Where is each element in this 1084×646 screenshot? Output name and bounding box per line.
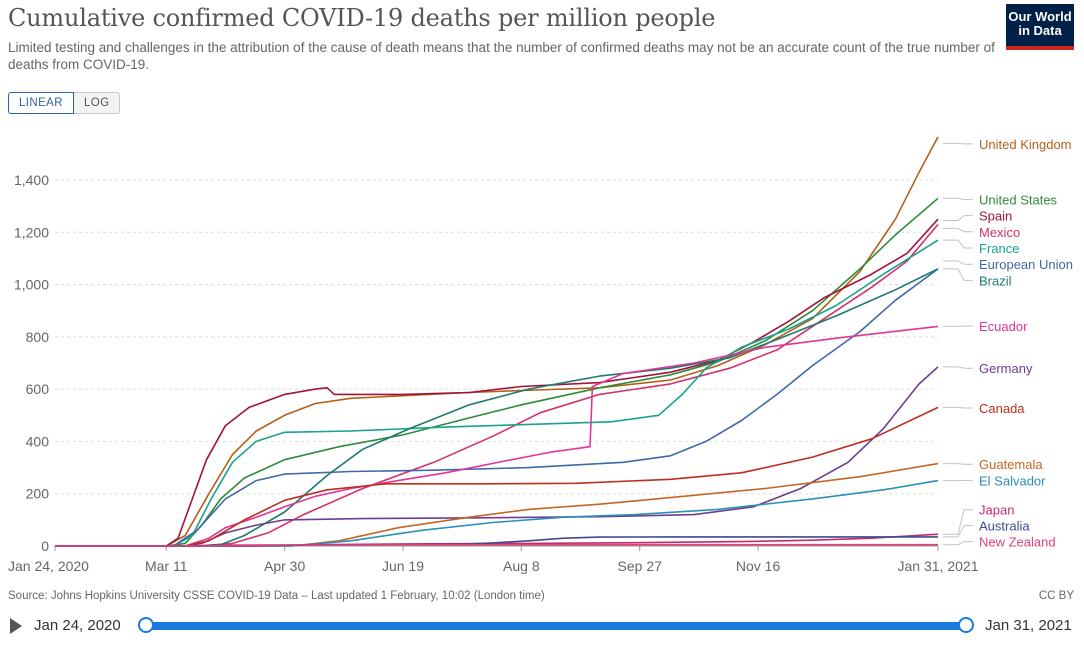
legend-label-brazil[interactable]: Brazil xyxy=(979,273,1012,288)
series-line-germany[interactable] xyxy=(55,366,939,547)
label-connector xyxy=(943,406,973,409)
label-connector xyxy=(943,239,973,249)
x-tick-label: Apr 30 xyxy=(264,558,305,574)
legend-label-france[interactable]: France xyxy=(979,241,1019,256)
y-tick-label: 400 xyxy=(26,433,50,449)
timeline-end-handle[interactable] xyxy=(958,617,974,633)
y-tick-label: 1,400 xyxy=(14,172,49,188)
legend-label-germany[interactable]: Germany xyxy=(979,361,1033,376)
y-tick-label: 1,200 xyxy=(14,224,49,240)
label-connector xyxy=(943,260,973,265)
series-line-european-union[interactable] xyxy=(55,268,939,547)
label-connector xyxy=(943,525,973,538)
x-tick-label: Jan 31, 2021 xyxy=(898,558,979,574)
legend-label-new-zealand[interactable]: New Zealand xyxy=(979,535,1056,550)
logo-line-2: in Data xyxy=(1018,23,1062,38)
scale-toggle: LINEAR LOG xyxy=(8,92,121,114)
legend-label-guatemala[interactable]: Guatemala xyxy=(979,457,1043,472)
timeline-track[interactable] xyxy=(146,622,966,630)
line-chart[interactable]: 0 200 400 600 800 1,000 1,200 1,400 Jan 24, 2020… xyxy=(0,120,1084,585)
linear-scale-button[interactable]: LINEAR xyxy=(8,92,74,114)
legend-label-australia[interactable]: Australia xyxy=(979,519,1030,534)
license-link[interactable]: CC BY xyxy=(1038,590,1074,602)
timeline-start-handle[interactable] xyxy=(138,617,154,633)
series-line-el-salvador[interactable] xyxy=(55,479,939,547)
legend-label-spain[interactable]: Spain xyxy=(979,209,1012,224)
x-tick-label: Jan 24, 2020 xyxy=(8,558,89,574)
label-connector xyxy=(943,142,973,145)
label-connector xyxy=(943,197,973,201)
series-line-ecuador[interactable] xyxy=(55,325,939,547)
timeline-start-label: Jan 24, 2020 xyxy=(34,617,121,634)
series-line-new-zealand[interactable] xyxy=(55,543,938,547)
label-connector xyxy=(943,215,973,221)
log-scale-button[interactable]: LOG xyxy=(73,92,121,114)
owid-logo[interactable]: Our World in Data xyxy=(1006,4,1074,50)
series-line-mexico[interactable] xyxy=(55,223,939,547)
label-connector xyxy=(943,227,973,233)
x-tick-label: Jun 19 xyxy=(382,558,424,574)
legend-label-united-kingdom[interactable]: United Kingdom xyxy=(979,137,1072,152)
x-tick-label: Nov 16 xyxy=(736,558,781,574)
series-line-france[interactable] xyxy=(55,239,939,547)
label-connector xyxy=(943,463,973,465)
x-tick-label: Sep 27 xyxy=(618,558,663,574)
label-connector xyxy=(943,541,973,546)
x-tick-label: Aug 8 xyxy=(503,558,540,574)
play-icon[interactable] xyxy=(10,618,22,634)
legend-label-canada[interactable]: Canada xyxy=(979,401,1025,416)
series-line-guatemala[interactable] xyxy=(55,462,939,547)
legend-label-united-states[interactable]: United States xyxy=(979,193,1058,208)
label-connector xyxy=(943,509,973,535)
chart-subtitle: Limited testing and challenges in the at… xyxy=(8,40,995,72)
y-tick-label: 800 xyxy=(26,329,50,345)
series-line-canada[interactable] xyxy=(55,406,939,547)
legend-label-mexico[interactable]: Mexico xyxy=(979,225,1020,240)
y-tick-label: 600 xyxy=(26,381,50,397)
y-tick-label: 1,000 xyxy=(14,277,49,293)
source-note[interactable]: Source: Johns Hopkins University CSSE CO… xyxy=(8,590,545,602)
series-line-spain[interactable] xyxy=(55,218,939,547)
y-tick-label: 0 xyxy=(41,538,49,554)
y-tick-label: 200 xyxy=(26,486,50,502)
legend-label-japan[interactable]: Japan xyxy=(979,503,1014,518)
legend-label-european-union[interactable]: European Union xyxy=(979,257,1073,272)
logo-line-1: Our World xyxy=(1008,9,1072,24)
timeline-end-label: Jan 31, 2021 xyxy=(985,617,1072,634)
label-connector xyxy=(943,268,973,281)
x-tick-label: Mar 11 xyxy=(145,558,188,574)
series-line-brazil[interactable] xyxy=(55,268,939,547)
chart-title: Cumulative confirmed COVID-19 deaths per… xyxy=(8,4,716,32)
legend-label-el-salvador[interactable]: El Salvador xyxy=(979,473,1046,488)
timeline: Jan 24, 2020 Jan 31, 2021 xyxy=(0,612,1084,642)
label-connector xyxy=(943,366,973,369)
legend-label-ecuador[interactable]: Ecuador xyxy=(979,319,1028,334)
